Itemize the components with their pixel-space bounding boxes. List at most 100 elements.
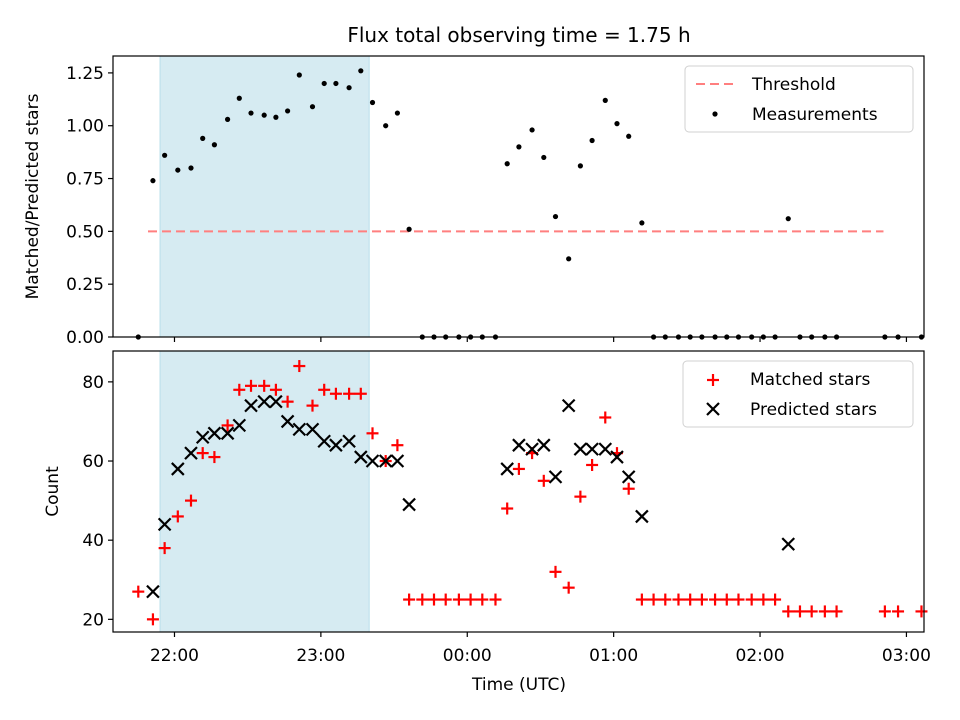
x-tick-label: 03:00 [882,646,931,666]
measurement-point [358,68,364,74]
measurement-point [383,123,389,129]
matched-star-point [647,593,660,606]
top-axes-frame [112,55,925,338]
matched-star-point [574,490,587,503]
matched-star-point [720,593,733,606]
measurement-point [602,97,608,103]
predicted-star-point [244,398,258,413]
predicted-star-point [402,497,416,512]
measurement-point [785,216,791,222]
matched-star-point [366,427,379,440]
top-legend: Threshold Measurements [684,65,914,133]
measurement-point [406,226,412,232]
matched-star-point [892,605,905,618]
matched-star-point [732,593,745,606]
matched-star-point [793,605,806,618]
matched-stars-points [132,360,928,626]
predicted-star-point [292,422,307,437]
matched-star-point [258,379,271,392]
matched-star-point [171,510,184,523]
matched-star-point [501,502,514,515]
top-x-ticks [173,337,908,342]
predicted-star-point [561,398,576,413]
y-tick-label: 20 [82,610,104,630]
predicted-star-point [220,426,235,441]
matched-star-point [915,605,928,618]
matched-star-point [782,605,795,618]
bottom-shaded-region [159,350,370,633]
matched-star-point [745,593,758,606]
predicted-star-point [207,426,222,441]
matched-star-point [635,593,648,606]
bottom-legend-box [682,360,914,428]
predicted-star-point [184,446,198,460]
matched-star-point [146,613,159,626]
matched-star-point [281,395,294,408]
predicted-star-point [195,430,210,445]
top-shaded-region [159,55,370,338]
legend-matched-swatch [707,374,719,386]
matched-star-point [684,593,697,606]
measurement-point [566,256,572,262]
predicted-star-point [598,442,613,456]
matched-star-point [306,399,319,412]
matched-star-point [562,581,575,594]
predicted-star-point [512,438,526,452]
bottom-axes-frame [112,350,925,633]
predicted-star-point [537,438,551,452]
matched-star-point [293,360,306,373]
predicted-star-point [157,517,172,532]
measurement-point [504,161,510,167]
measurement-point [614,121,620,127]
top-y-axis-label: Matched/Predicted stars [23,93,43,299]
measurement-point [369,99,376,106]
matched-star-point [769,593,782,606]
x-tick-label: 22:00 [150,646,199,666]
measurement-point [175,167,181,173]
measurement-point [261,112,267,118]
y-tick-label: 0.25 [66,275,104,295]
measurement-point [309,104,316,110]
matched-star-point [805,605,818,618]
matched-star-point [512,462,525,475]
matched-star-point [622,482,635,495]
matched-star-point [452,593,465,606]
predicted-star-point [781,537,796,551]
predicted-star-point [548,470,563,484]
bottom-x-ticks: 22:00 23:00 00:00 01:00 02:00 03:00 [150,632,931,666]
matched-star-point [830,605,843,618]
matched-star-point [184,494,197,507]
predicted-star-point [171,462,185,476]
measurement-point [516,144,522,150]
matched-star-point [158,542,171,555]
measurement-point [188,165,194,171]
matched-star-point [329,387,342,400]
matched-star-point [818,605,831,618]
matched-star-point [878,605,891,618]
bottom-y-ticks: 20 40 60 80 [82,373,113,630]
bottom-y-axis-label: Count [43,466,63,517]
y-tick-label: 1.25 [66,64,104,84]
measurement-point [529,127,535,133]
y-tick-label: 0.75 [66,170,104,190]
matched-star-point [599,411,612,424]
predicted-star-point [269,394,283,409]
measurement-point [211,142,218,148]
predicted-star-point [378,454,393,468]
legend-matched-label: Matched stars [750,370,870,390]
y-tick-label: 0.00 [66,328,104,348]
predicted-star-point [621,470,636,484]
x-tick-label: 00:00 [443,646,492,666]
measurement-point [541,154,547,161]
legend-predicted-label: Predicted stars [750,400,877,420]
y-tick-label: 1.00 [66,117,104,137]
measurement-point [552,213,559,220]
matched-star-point [132,585,145,598]
top-y-ticks: 0.00 0.25 0.50 0.75 1.00 1.25 [66,64,113,348]
measurement-point [333,80,339,87]
measurement-point [162,152,168,158]
matched-star-point [208,451,221,464]
y-tick-label: 40 [82,531,104,551]
